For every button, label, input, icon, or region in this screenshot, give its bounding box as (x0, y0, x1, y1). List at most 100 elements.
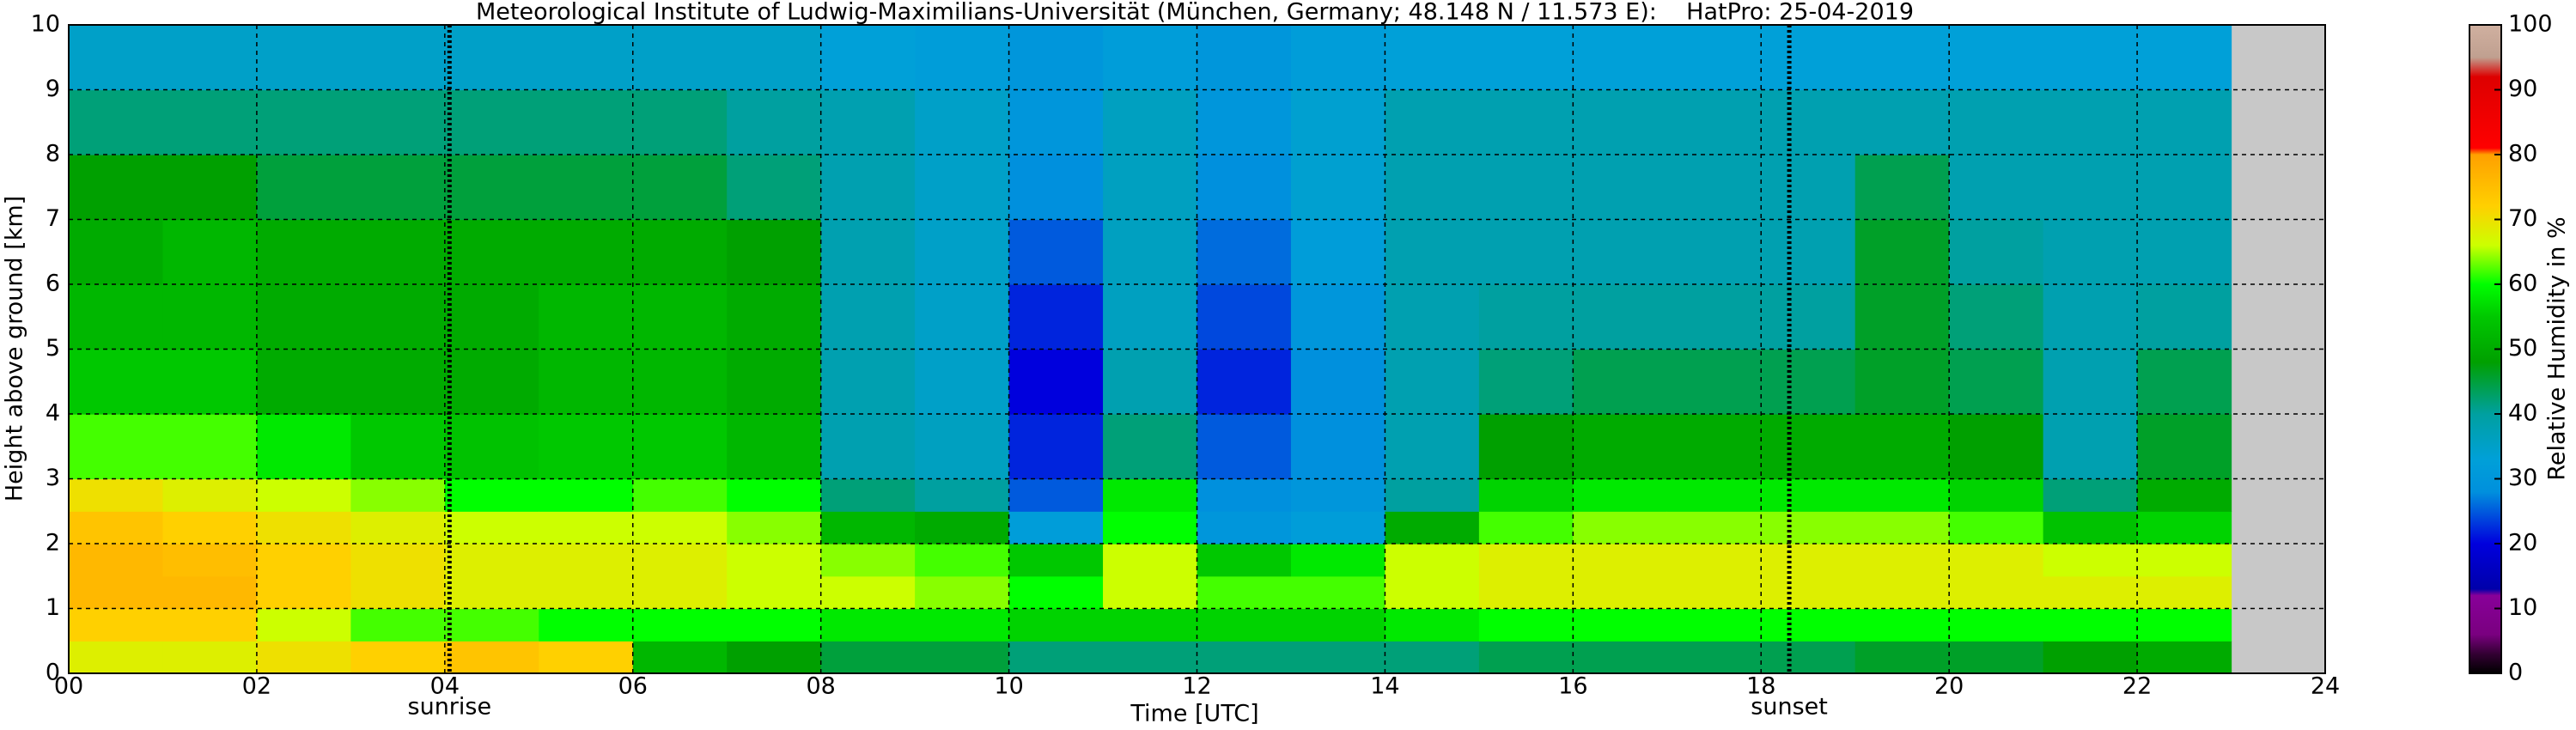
heatmap-cell (2137, 349, 2232, 415)
heatmap-cell (1666, 89, 1762, 155)
heatmap-cell (1666, 219, 1762, 285)
heatmap-cell (2137, 511, 2232, 544)
heatmap-cell (1573, 155, 1668, 221)
heatmap-cell (632, 25, 728, 91)
colorbar-tick-label: 0 (2508, 660, 2523, 686)
heatmap-cell (1666, 414, 1762, 480)
heatmap-cell (1573, 575, 1668, 610)
heatmap-cell (2137, 219, 2232, 285)
heatmap-cell (2137, 25, 2232, 91)
heatmap-cell (350, 511, 446, 544)
heatmap-cell (539, 478, 634, 512)
heatmap-cell (1008, 284, 1104, 350)
heatmap-cell (1103, 575, 1198, 610)
heatmap-cell (1103, 511, 1198, 544)
heatmap-cell (915, 511, 1010, 544)
heatmap-cell (69, 284, 164, 350)
heatmap-cell (1666, 25, 1762, 91)
heatmap-cell (1197, 414, 1292, 480)
heatmap-cell (444, 544, 539, 577)
heatmap-cell (539, 89, 634, 155)
heatmap-cell (539, 414, 634, 480)
heatmap-cell (2043, 25, 2138, 91)
heatmap-cell (1103, 155, 1198, 221)
heatmap-cell (1854, 478, 1950, 512)
heatmap-cell (820, 219, 916, 285)
heatmap-cell (1949, 511, 2044, 544)
heatmap-cell (162, 284, 258, 350)
heatmap-cell (1573, 478, 1668, 512)
heatmap-cell (1197, 608, 1292, 642)
heatmap-cell (69, 89, 164, 155)
heatmap-cell (350, 219, 446, 285)
colorbar-tick-label: 80 (2508, 141, 2537, 167)
heatmap-cell (1573, 641, 1668, 674)
heatmap-cell (1478, 608, 1574, 642)
heatmap-cell (162, 414, 258, 480)
heatmap-cell (256, 25, 351, 91)
heatmap-cell (444, 478, 539, 512)
heatmap-cell (2137, 641, 2232, 674)
heatmap-cell (820, 349, 916, 415)
heatmap-cell (1290, 544, 1386, 577)
heatmap-cell (444, 414, 539, 480)
heatmap-cell (444, 575, 539, 610)
heatmap-cell (727, 155, 822, 221)
heatmap-cell (1385, 155, 1480, 221)
heatmap-cell (444, 511, 539, 544)
heatmap-cell (1290, 511, 1386, 544)
heatmap-cell (69, 511, 164, 544)
heatmap-cell (820, 284, 916, 350)
heatmap-cell (915, 219, 1010, 285)
heatmap-cell (444, 89, 539, 155)
heatmap-cell (1573, 89, 1668, 155)
x-tick-label: 24 (2311, 673, 2340, 700)
y-axis-label: Height above ground [km] (2, 196, 28, 502)
heatmap-cell (2043, 284, 2138, 350)
x-tick-label: 18 (1746, 673, 1775, 700)
heatmap-cell (1103, 608, 1198, 642)
heatmap-cell (1949, 349, 2044, 415)
heatmap-cell (915, 544, 1010, 577)
heatmap-cell (1103, 544, 1198, 577)
heatmap-cell (69, 25, 164, 91)
heatmap-cell (1478, 478, 1574, 512)
heatmap-cell (2043, 89, 2138, 155)
heatmap-cell (1008, 89, 1104, 155)
x-tick-label: 02 (242, 673, 271, 700)
heatmap-cell (69, 608, 164, 642)
heatmap-cell (1854, 575, 1950, 610)
heatmap-cell (69, 641, 164, 674)
heatmap-cell (162, 608, 258, 642)
heatmap-cell (1761, 575, 1856, 610)
heatmap-cell (539, 155, 634, 221)
colorbar-tick-label: 40 (2508, 400, 2537, 427)
heatmap-cell (1761, 608, 1856, 642)
heatmap-cell (256, 89, 351, 155)
heatmap-cell (1197, 544, 1292, 577)
heatmap-cell (1761, 219, 1856, 285)
heatmap-cell (1290, 414, 1386, 480)
y-tick-label: 1 (46, 594, 60, 621)
heatmap-cell (256, 219, 351, 285)
heatmap-cell (162, 575, 258, 610)
heatmap-cell (539, 284, 634, 350)
heatmap-cell (1573, 544, 1668, 577)
heatmap-cell (539, 608, 634, 642)
heatmap-cell (350, 349, 446, 415)
heatmap-cell (1666, 608, 1762, 642)
heatmap-cell (2043, 349, 2138, 415)
heatmap-cell (1103, 641, 1198, 674)
heatmap-cell (1385, 219, 1480, 285)
heatmap-cell (2137, 608, 2232, 642)
heatmap-cell (727, 414, 822, 480)
heatmap-cell (727, 219, 822, 285)
heatmap-cell (1197, 349, 1292, 415)
heatmap-cell (1478, 284, 1574, 350)
heatmap-cell (256, 478, 351, 512)
heatmap-cell (1573, 25, 1668, 91)
x-tick-label: 12 (1182, 673, 1211, 700)
heatmap-cell (915, 414, 1010, 480)
heatmap-cell (350, 414, 446, 480)
heatmap-cell (2043, 478, 2138, 512)
